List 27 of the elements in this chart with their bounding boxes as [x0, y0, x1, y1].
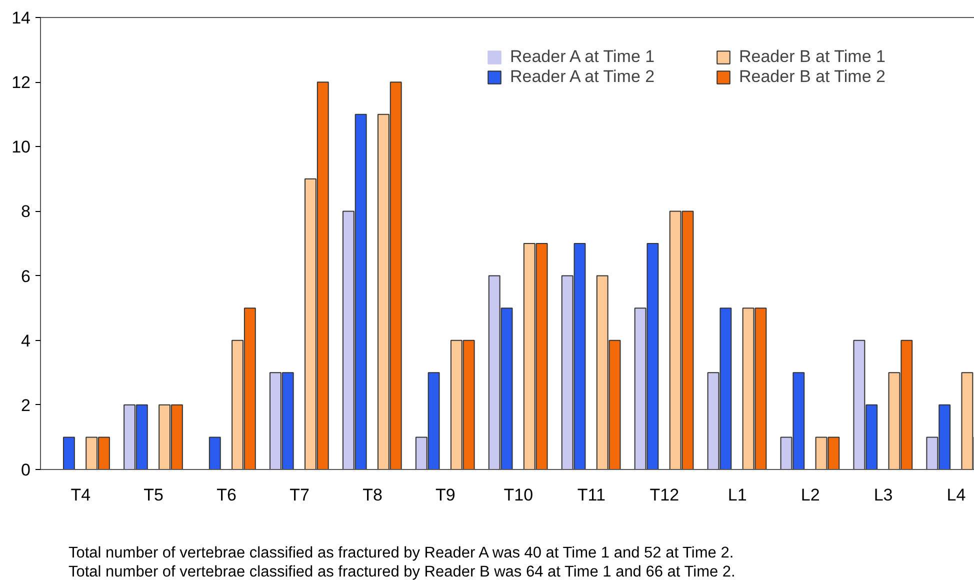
legend-label: Reader B at Time 2	[739, 67, 886, 87]
y-tick-label: 2	[21, 396, 31, 415]
y-tick-label: 0	[21, 460, 31, 480]
y-tick-label: 6	[21, 266, 31, 286]
y-tick-label: 10	[12, 138, 31, 157]
x-tick-label: L2	[800, 486, 820, 504]
x-tick-label: T5	[144, 486, 164, 504]
x-tick-label: L1	[728, 486, 747, 504]
y-tick-label: 8	[21, 202, 31, 222]
x-tick-label: T4	[70, 486, 91, 504]
x-tick-label: T10	[504, 486, 534, 504]
y-tick-label: 12	[12, 73, 31, 92]
x-tick-label: T8	[362, 486, 382, 504]
text: Total number of vertebrae classified as fractured by Reader B was 64 at Time 1 and 66 at Time 2.	[68, 564, 736, 580]
x-tick-label: T9	[436, 486, 456, 504]
x-tick-label: T7	[290, 486, 310, 504]
x-tick-label: T6	[216, 486, 236, 504]
legend-label: Reader A at Time 1	[510, 47, 656, 67]
legend-label: Reader B at Time 1	[739, 47, 886, 67]
x-tick-label: L3	[874, 486, 893, 504]
y-tick-label: 14	[12, 8, 31, 28]
x-tick-label: L4	[946, 486, 966, 504]
legend-label: Reader A at Time 2	[510, 67, 656, 87]
x-tick-label: T12	[650, 486, 680, 504]
x-tick-label: T11	[577, 486, 606, 504]
y-tick-label: 4	[21, 331, 31, 350]
text: Total number of vertebrae classified as fractured by Reader A was 40 at Time 1 and 52 at Time 2.	[68, 544, 734, 562]
